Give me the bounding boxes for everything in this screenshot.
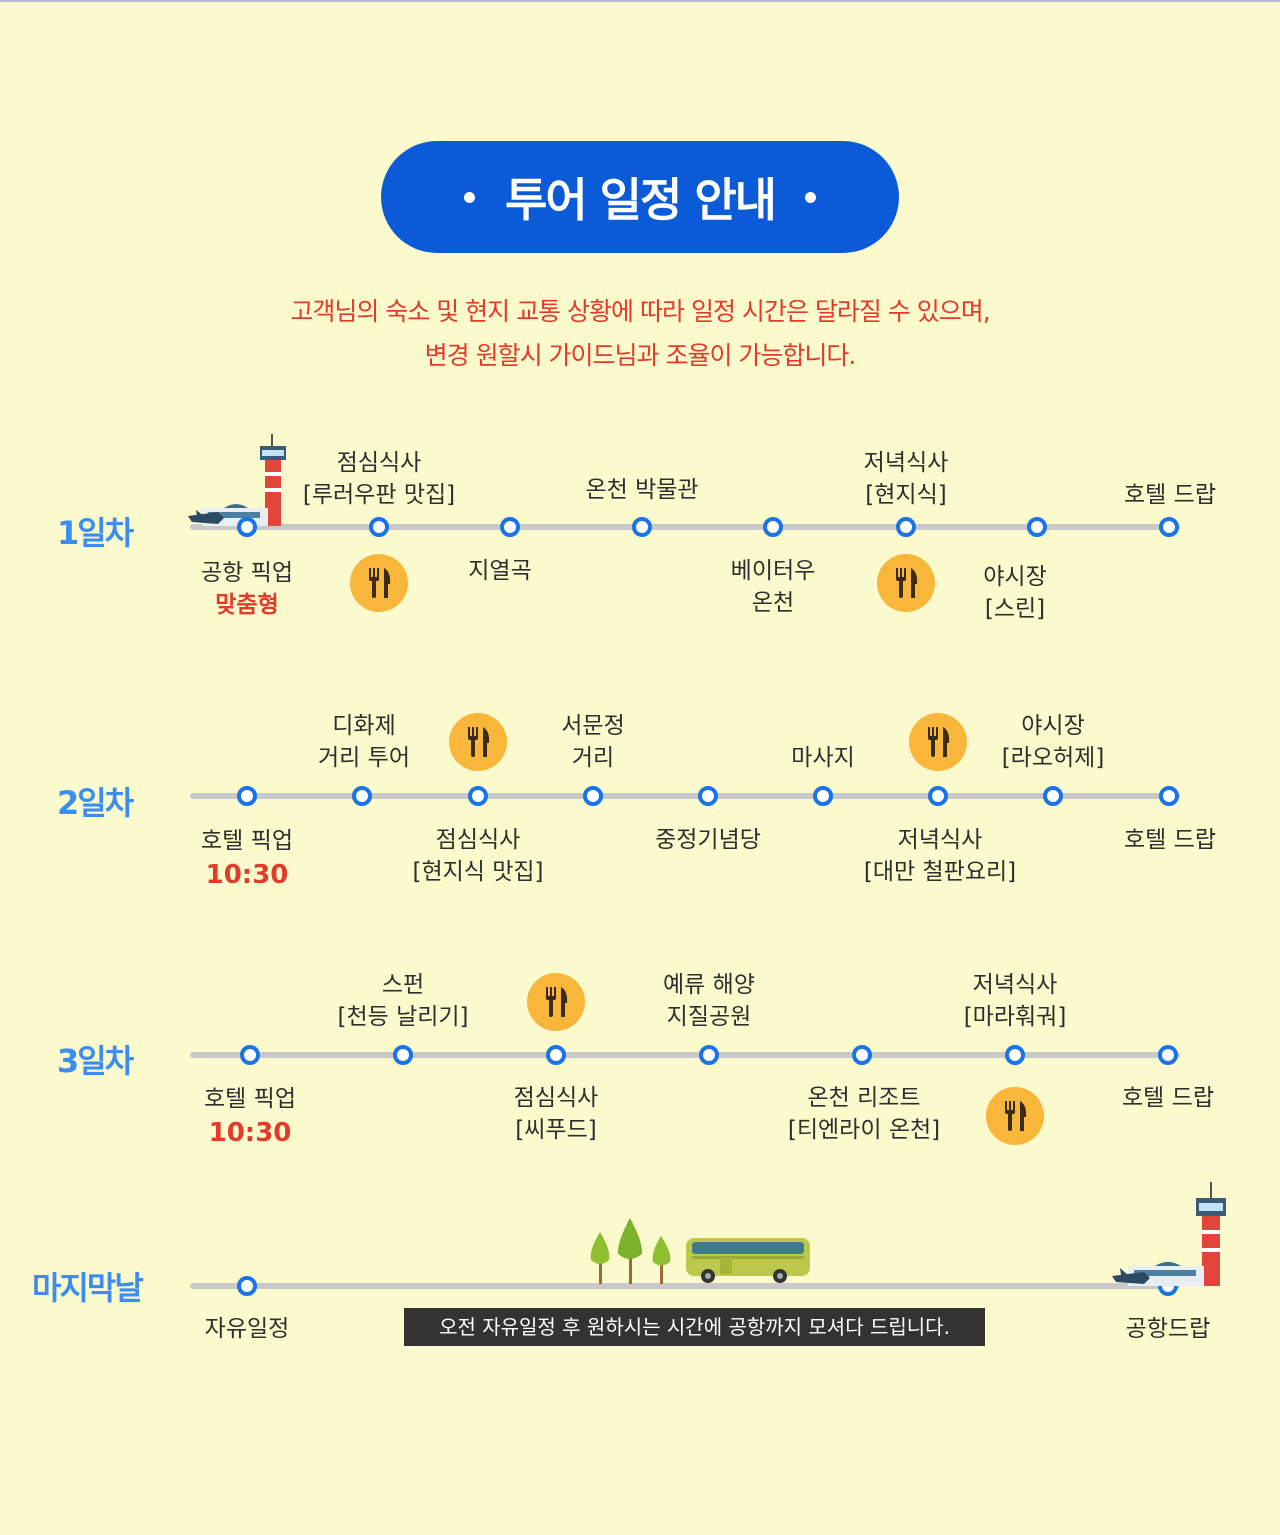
day1-stop-4-node: [632, 517, 652, 537]
day1-stop-3: 지열곡: [468, 558, 532, 584]
day1-stop-1-node: [237, 517, 257, 537]
day3-stop-4-node: [699, 1045, 719, 1065]
day2-stop-8: 야시장 [라오허제]: [1001, 713, 1105, 771]
day1-stop-5: 베이터우 온천: [730, 558, 816, 616]
day1-stop-3-node: [500, 517, 520, 537]
day2-stop-2-node: [352, 786, 372, 806]
title-pill: 투어 일정 안내: [381, 141, 899, 253]
day1-stop-4: 온천 박물관: [585, 477, 699, 503]
bullet-icon: [464, 191, 476, 203]
day3-stop-3: 점심식사 [씨푸드]: [513, 1085, 599, 1143]
day3-stop-2: 스펀 [천등 날리기]: [337, 972, 469, 1030]
day2-stop-4-node: [583, 786, 603, 806]
day1-track: [190, 524, 1180, 530]
bus-icon: [686, 1238, 810, 1283]
day3-stop-4: 예류 해양 지질공원: [663, 972, 755, 1030]
day3-stop-7: 호텔 드랍: [1122, 1085, 1214, 1111]
fork-knife-icon: [909, 713, 967, 771]
day2-stop-5: 중정기념당: [655, 827, 761, 853]
day3-label: 3일차: [57, 1042, 134, 1080]
last-day-label: 마지막날: [32, 1269, 144, 1307]
last-day-track: [190, 1283, 1180, 1289]
day1-stop-6-node: [896, 517, 916, 537]
bullet-icon: [804, 191, 816, 203]
day2-stop-5-node: [698, 786, 718, 806]
airport-icon: [188, 434, 286, 526]
day3-stop-2-node: [393, 1045, 413, 1065]
page-title: 투어 일정 안내: [505, 173, 777, 227]
day2-stop-6-node: [813, 786, 833, 806]
day1-stop-8: 호텔 드랍: [1124, 482, 1216, 508]
last-day-start: 자유일정: [204, 1316, 290, 1342]
last-day-banner: 오전 자유일정 후 원하시는 시간에 공항까지 모셔다 드립니다.: [404, 1308, 985, 1346]
fork-knife-icon: [449, 713, 507, 771]
day2-stop-7: 저녁식사 [대만 철판요리]: [863, 827, 1017, 885]
day3-stop-1-node: [240, 1045, 260, 1065]
fork-knife-icon: [350, 554, 408, 612]
last-day-end: 공항드랍: [1125, 1316, 1211, 1342]
day3-stop-6-node: [1005, 1045, 1025, 1065]
day2-stop-8-node: [1043, 786, 1063, 806]
fork-knife-icon: [877, 554, 935, 612]
day2-stop-3-node: [468, 786, 488, 806]
tree-icon: [590, 1218, 671, 1284]
day2-stop-9: 호텔 드랍: [1124, 827, 1216, 853]
day2-label: 2일차: [57, 784, 134, 822]
day1-stop-6: 저녁식사 [현지식]: [863, 450, 949, 508]
day2-stop-1: 호텔 픽업 10:30: [201, 828, 293, 890]
fork-knife-icon: [527, 973, 585, 1031]
day2-stop-7-node: [928, 786, 948, 806]
day3-stop-7-node: [1158, 1045, 1178, 1065]
fork-knife-icon: [986, 1087, 1044, 1145]
day2-stop-3: 점심식사 [현지식 맛집]: [412, 827, 544, 885]
day1-stop-5-node: [763, 517, 783, 537]
notice-line-2: 변경 원할시 가이드님과 조율이 가능합니다.: [424, 341, 857, 370]
day2-stop-9-node: [1159, 786, 1179, 806]
last-day-start-node: [237, 1276, 257, 1296]
day1-stop-2: 점심식사 [루러우판 맛집]: [302, 450, 456, 508]
day2-stop-2: 디화제 거리 투어: [318, 713, 410, 771]
day1-stop-8-node: [1159, 517, 1179, 537]
day3-stop-5: 온천 리조트 [티엔라이 온천]: [787, 1085, 941, 1143]
day3-stop-3-node: [546, 1045, 566, 1065]
day3-stop-6: 저녁식사 [마라훠궈]: [963, 972, 1067, 1030]
day1-stop-7-node: [1027, 517, 1047, 537]
day3-track: [190, 1052, 1180, 1058]
day1-stop-1: 공항 픽업 맞춤형: [201, 560, 293, 618]
day2-stop-4: 서문정 거리: [561, 713, 625, 771]
day3-stop-5-node: [852, 1045, 872, 1065]
day3-stop-1: 호텔 픽업 10:30: [204, 1086, 296, 1148]
day2-stop-1-node: [237, 786, 257, 806]
notice-line-1: 고객님의 숙소 및 현지 교통 상황에 따라 일정 시간은 달라질 수 있으며,: [290, 297, 990, 326]
top-border: [0, 0, 1280, 2]
day1-stop-2-node: [369, 517, 389, 537]
day2-track: [190, 793, 1180, 799]
airport-icon: [1112, 1182, 1226, 1286]
day2-stop-6: 마사지: [791, 745, 855, 771]
day1-stop-7: 야시장 [스린]: [983, 564, 1047, 622]
day1-label: 1일차: [57, 514, 134, 552]
